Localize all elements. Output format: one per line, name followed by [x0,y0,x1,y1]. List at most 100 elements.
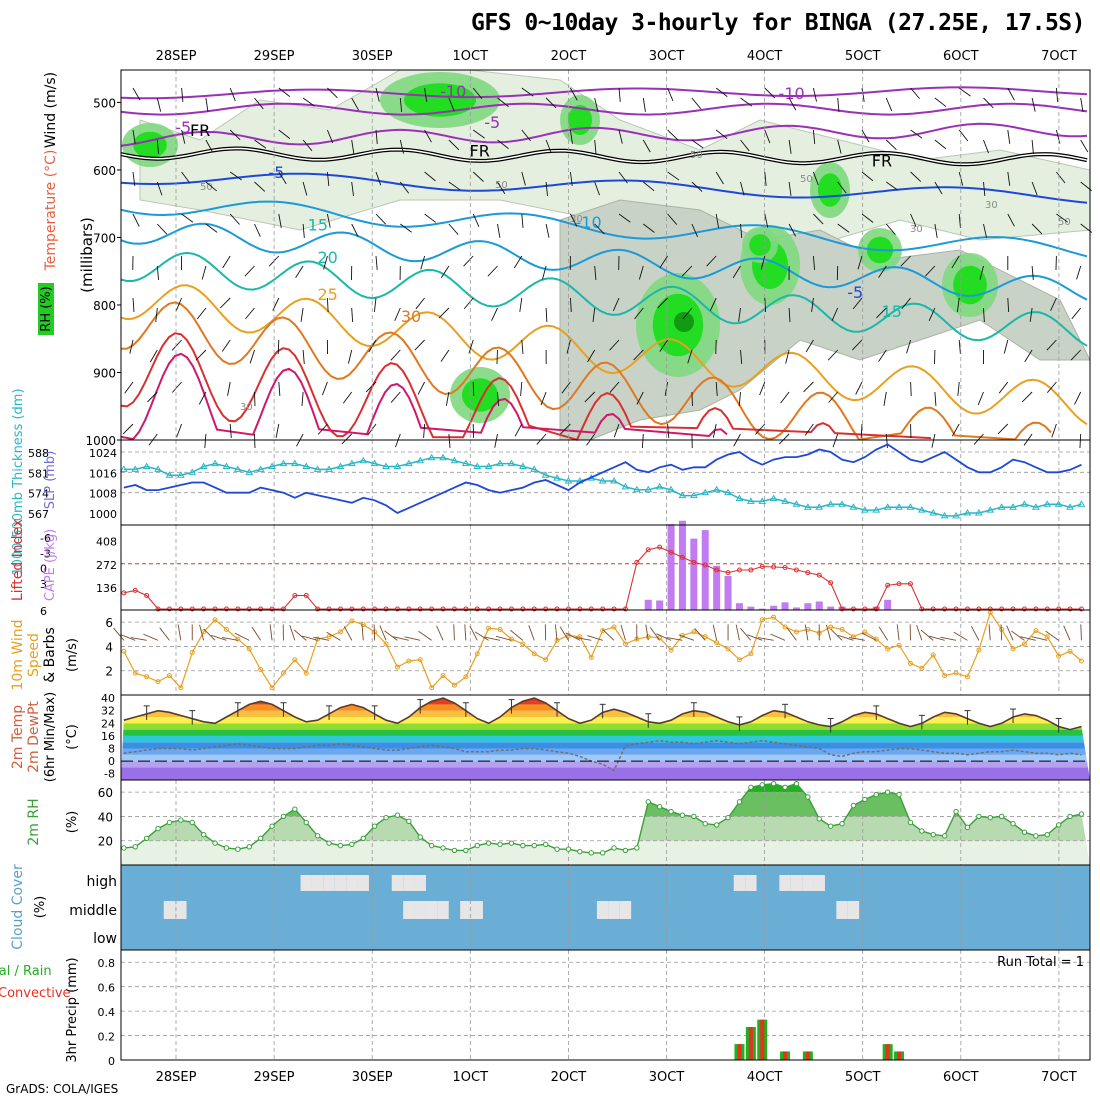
wind-barb-10m [199,624,205,641]
wind-barb [448,433,451,448]
pressure-axis-label: (millibars) [78,217,96,293]
cloud-bar-middle [414,901,426,919]
x-tick-label-top: 3OCT [649,49,685,64]
wind-barb [609,339,620,351]
x-tick-label-top: 28SEP [156,49,197,64]
wind-speed-marker [953,670,959,676]
wind-barb-10m [143,633,159,641]
wind-barb [438,307,450,319]
wind-barb [181,213,194,223]
wind-barb [906,339,912,354]
rh-tick: 60 [98,786,113,800]
cloud-bar-high [334,875,347,891]
wind-barb [569,297,572,312]
wind-barb [272,297,280,311]
temp-band [121,761,1090,768]
rh-marker [976,813,982,820]
lifted-index-marker [383,606,389,612]
rh-marker [759,782,765,788]
wind-barb [132,171,136,186]
cape-bar [781,602,789,610]
cloud-bar-high [357,875,369,891]
thickness-marker [974,509,983,516]
wind-barb-10m [747,634,763,641]
temp-contour-5 [120,172,1088,204]
wind-barb [497,139,509,149]
wind-barb-10m [234,632,250,641]
wind-barb [229,87,236,102]
wind-speed-marker [1078,658,1084,664]
wind-speed-marker [1033,628,1039,634]
wind-barb [691,181,703,192]
wind-barb [587,349,596,363]
wind-barb [613,423,620,438]
wind-barb [195,349,207,361]
run-total-label: Run Total = 1 [997,955,1084,970]
wind-barb [1074,391,1082,405]
thickness-marker [393,462,402,470]
rh-contour-label: 50 [200,182,213,193]
rh-marker [440,845,446,851]
wind-barb [394,307,401,322]
wind-barb-10m [326,631,341,641]
rh-contour-label: 50 [1058,217,1071,228]
lifted-index-marker [953,606,959,612]
precip-legend-convective: Convective [0,986,71,1001]
cloud-bar-high [779,875,791,891]
wind-barb [201,265,207,280]
rh-marker [417,834,423,840]
wind-barb [321,381,328,396]
wind-barb [1046,339,1057,351]
wind-axis-label-a: 10m Wind [10,619,26,690]
thickness-marker [963,509,972,516]
wind-barb [740,139,750,152]
lifted-index-marker [657,544,663,550]
thickness-marker [895,503,903,510]
wind-barb [491,307,498,321]
wind-barb [901,297,911,310]
wind-barb [957,381,960,396]
wind-barb [348,349,353,364]
thickness-marker [370,459,379,467]
x-tick-label-bottom: 29SEP [254,1070,295,1085]
contour-label: FR [470,141,490,160]
thickness-marker [484,462,493,470]
temp-axis-label-c: (6hr Min/Max) [43,692,58,782]
wind-barb [1003,339,1009,354]
wind-barb [764,129,771,144]
wind-barb [472,213,480,227]
rh-marker [839,821,845,827]
rh-marker [907,819,914,826]
precip-tick: 0.2 [98,1031,116,1044]
thickness-tick: 574 [28,488,49,501]
lifted-index-marker [839,606,845,612]
wind-barb [390,391,401,403]
wind-barb [205,181,217,192]
wind-barb [951,423,960,437]
wind-barb [1080,139,1089,153]
lifted-index-marker [246,606,252,612]
lifted-index-marker [964,606,970,612]
wind-barb [1055,87,1059,102]
contour-label: 15 [308,216,328,235]
panel4-frame [120,609,1091,696]
thickness-marker [929,509,938,516]
wind-barb [301,391,304,406]
thickness-marker [838,500,846,507]
wind-barb-10m [849,636,865,641]
contour-label: -5 [175,118,191,137]
wind-barb [740,349,743,364]
wind-barb [423,423,426,438]
lifted-index-marker [862,606,868,612]
rh-contour-label: 30 [985,200,998,211]
lifted-index-axis-label: Lifted Index [10,519,26,601]
cloud-bar-middle [608,901,620,919]
rh-green-core [818,173,842,207]
temp-bands [121,698,1090,780]
cloud-bar-high [745,875,757,891]
rh-contour-label: 50 [495,180,508,191]
rh-marker [121,845,127,851]
wind-barb [569,129,573,144]
x-tick-label-top: 29SEP [254,49,295,64]
thickness-marker [347,459,356,467]
